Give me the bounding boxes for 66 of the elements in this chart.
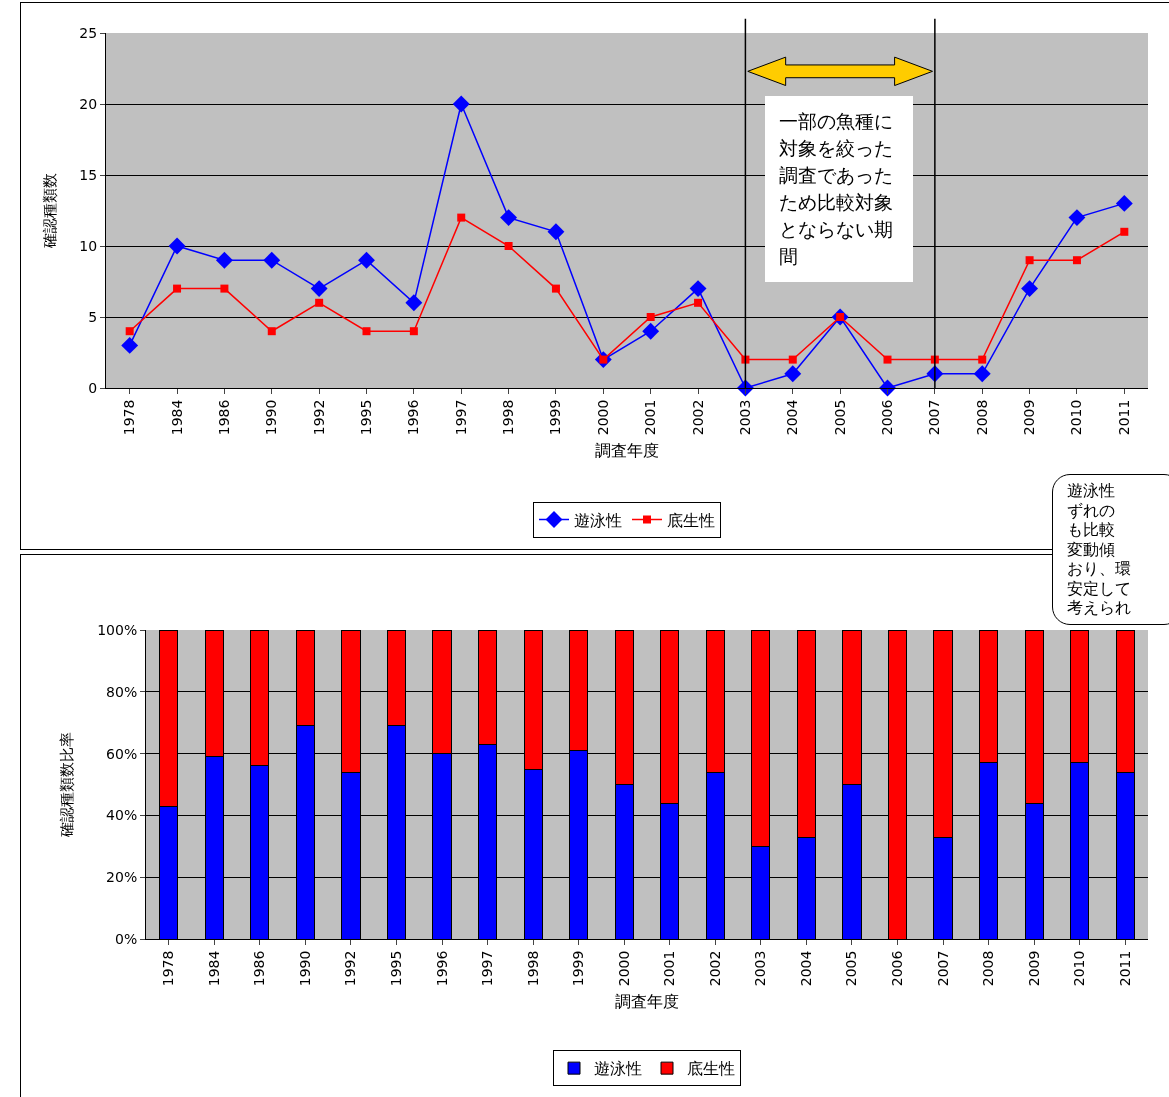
x-tick-label: 2005 xyxy=(843,950,860,987)
y-axis-title: 確認種類数比率 xyxy=(58,732,77,838)
x-tick-label: 2007 xyxy=(934,950,951,987)
x-tick-label: 2003 xyxy=(736,399,753,436)
x-tick-label: 2006 xyxy=(879,399,896,436)
y-tick-label: 80% xyxy=(106,683,138,700)
x-tick-label: 2011 xyxy=(1115,399,1132,436)
x-tick-label: 2007 xyxy=(926,399,943,436)
x-tick-label: 2008 xyxy=(980,950,997,987)
x-tick-label: 2003 xyxy=(752,950,769,987)
x-tick-label: 2008 xyxy=(973,399,990,436)
y-tick-label: 20% xyxy=(106,869,138,886)
y-tick-label: 0% xyxy=(114,930,138,947)
y-tick-label: 100% xyxy=(97,621,138,638)
x-tick-label: 1986 xyxy=(215,399,232,436)
y-tick-label: 5 xyxy=(88,308,98,325)
x-tick-label: 1995 xyxy=(358,399,375,436)
y-axis-title: 確認種類数 xyxy=(40,173,59,249)
x-tick-label: 1996 xyxy=(433,950,450,987)
x-tick-label: 2000 xyxy=(615,950,632,987)
x-tick-label: 1999 xyxy=(547,399,564,436)
x-tick-label: 2000 xyxy=(594,399,611,436)
x-tick-label: 1996 xyxy=(405,399,422,436)
y-tick-label: 20 xyxy=(79,95,98,112)
x-tick-label: 2010 xyxy=(1068,399,1085,436)
x-tick-label: 2004 xyxy=(784,399,801,436)
y-tick-label: 25 xyxy=(79,24,98,41)
legend-label: 底生性 xyxy=(687,1059,735,1079)
x-tick-label: 1978 xyxy=(121,399,138,436)
x-tick-label: 1997 xyxy=(452,399,469,436)
x-tick-label: 1990 xyxy=(296,950,313,987)
x-tick-label: 1986 xyxy=(251,950,268,987)
x-axis-title: 調査年度 xyxy=(615,991,679,1011)
x-tick-label: 1998 xyxy=(524,950,541,987)
legend-label: 底生性 xyxy=(667,510,715,530)
x-tick-label: 2004 xyxy=(797,950,814,987)
x-tick-label: 2011 xyxy=(1116,950,1133,987)
x-tick-label: 1995 xyxy=(388,950,405,987)
x-tick-label: 2002 xyxy=(706,950,723,987)
x-tick-label: 2009 xyxy=(1025,950,1042,987)
x-tick-label: 2001 xyxy=(642,399,659,436)
x-tick-label: 1997 xyxy=(479,950,496,987)
x-tick-label: 1998 xyxy=(500,399,517,436)
x-tick-label: 1984 xyxy=(168,399,185,436)
legend-label: 遊泳性 xyxy=(574,510,622,530)
y-tick-label: 15 xyxy=(79,166,98,183)
x-tick-label: 1999 xyxy=(570,950,587,987)
x-tick-label: 1992 xyxy=(310,399,327,436)
x-tick-label: 2006 xyxy=(889,950,906,987)
x-tick-label: 1978 xyxy=(160,950,177,987)
annotation: 一部の魚種に対象を絞った調査であったため比較対象とならない期間 xyxy=(765,95,913,282)
y-tick-label: 10 xyxy=(79,237,98,254)
legend-label: 遊泳性 xyxy=(594,1059,642,1079)
speech-bubble: 遊泳性 ずれの も比較 変動傾 おり、環 安定して 考えられ xyxy=(1052,474,1169,625)
y-tick-label: 40% xyxy=(106,807,138,824)
x-tick-label: 1984 xyxy=(205,950,222,987)
x-tick-label: 2002 xyxy=(689,399,706,436)
x-tick-label: 1990 xyxy=(263,399,280,436)
x-tick-label: 2005 xyxy=(831,399,848,436)
x-tick-label: 2010 xyxy=(1071,950,1088,987)
x-axis-title: 調査年度 xyxy=(595,440,659,460)
x-tick-label: 2009 xyxy=(1021,399,1038,436)
y-tick-label: 0 xyxy=(88,379,98,396)
x-tick-label: 2001 xyxy=(661,950,678,987)
y-tick-label: 60% xyxy=(106,745,138,762)
x-tick-label: 1992 xyxy=(342,950,359,987)
